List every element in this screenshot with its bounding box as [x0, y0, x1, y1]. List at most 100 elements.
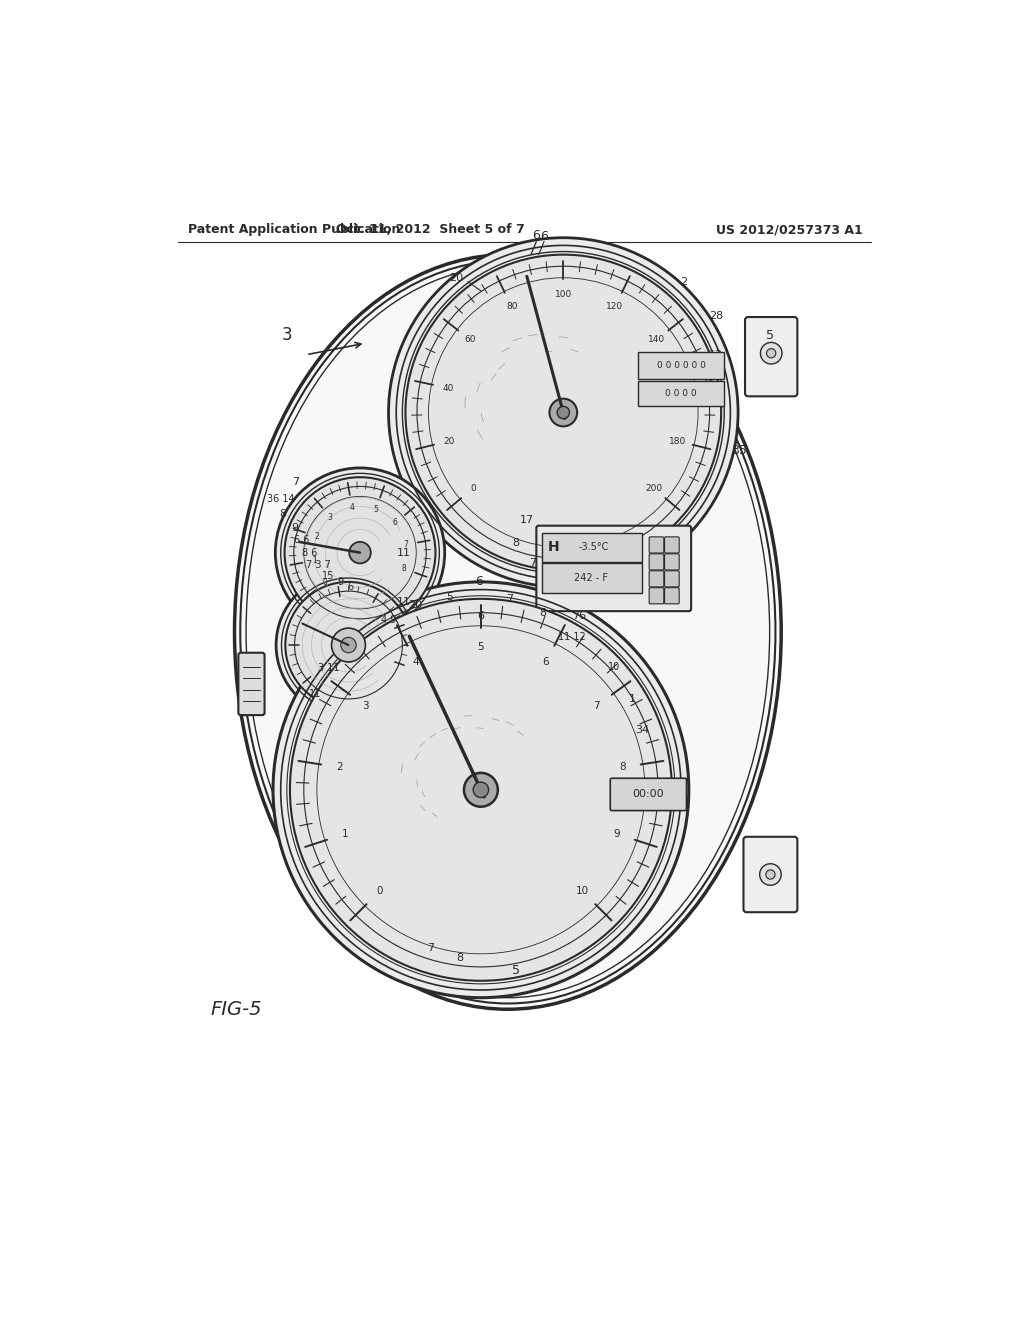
Text: 200: 200	[645, 483, 663, 492]
Text: H: H	[548, 540, 560, 554]
FancyBboxPatch shape	[537, 525, 691, 611]
Text: 36 14: 36 14	[267, 494, 295, 504]
Text: 7: 7	[403, 540, 408, 549]
FancyBboxPatch shape	[638, 352, 724, 379]
FancyBboxPatch shape	[649, 570, 664, 587]
Text: 6: 6	[532, 228, 541, 242]
Text: 7 3 7: 7 3 7	[306, 560, 331, 570]
Text: 0 0 0 0: 0 0 0 0	[666, 389, 697, 397]
Text: 8: 8	[401, 564, 406, 573]
Circle shape	[349, 543, 371, 564]
Text: Oct. 11, 2012  Sheet 5 of 7: Oct. 11, 2012 Sheet 5 of 7	[337, 223, 525, 236]
FancyBboxPatch shape	[665, 587, 679, 603]
Text: 10: 10	[608, 661, 621, 672]
Text: 80: 80	[506, 302, 517, 312]
Text: 5: 5	[477, 642, 484, 652]
Text: 34: 34	[636, 725, 649, 735]
Text: 100: 100	[555, 290, 572, 300]
Text: 15: 15	[322, 570, 334, 581]
Circle shape	[286, 582, 412, 708]
Text: 0 0 0 0 0 0: 0 0 0 0 0 0	[656, 362, 706, 370]
Text: 40: 40	[442, 384, 454, 392]
Circle shape	[760, 863, 781, 886]
Text: 20: 20	[409, 601, 423, 610]
Text: 0: 0	[323, 578, 327, 587]
Circle shape	[473, 781, 488, 797]
Circle shape	[761, 342, 782, 364]
Text: 35: 35	[731, 445, 746, 458]
Text: 6: 6	[475, 576, 483, 589]
Circle shape	[557, 407, 569, 418]
Text: 5: 5	[374, 504, 378, 513]
Text: 7: 7	[529, 557, 536, 568]
Text: 7: 7	[506, 594, 513, 603]
Text: 120: 120	[606, 302, 624, 312]
Text: 11: 11	[309, 689, 322, 698]
Text: 0: 0	[377, 886, 383, 896]
Text: 6: 6	[477, 611, 484, 620]
Text: 6: 6	[543, 657, 549, 667]
Text: 8: 8	[457, 953, 464, 962]
Text: 76: 76	[572, 611, 587, 620]
Text: 1: 1	[312, 556, 316, 565]
Text: 0: 0	[470, 483, 476, 492]
Text: 160: 160	[670, 384, 687, 392]
Text: 3: 3	[361, 701, 369, 710]
Text: 8: 8	[512, 539, 519, 548]
Text: 8: 8	[540, 607, 547, 618]
Text: 4 9: 4 9	[381, 615, 396, 626]
Text: -3.5°C: -3.5°C	[579, 543, 609, 552]
Text: 2: 2	[314, 532, 319, 541]
Text: 8: 8	[280, 510, 287, 519]
Text: 7: 7	[293, 477, 300, 487]
Circle shape	[766, 870, 775, 879]
Circle shape	[276, 573, 421, 718]
FancyBboxPatch shape	[542, 564, 642, 593]
Text: 3: 3	[282, 326, 292, 345]
Circle shape	[275, 469, 444, 638]
Text: 20: 20	[450, 273, 463, 282]
Circle shape	[406, 255, 721, 570]
Circle shape	[290, 599, 672, 981]
Text: 5: 5	[446, 593, 454, 602]
Text: 8 6: 8 6	[301, 548, 316, 557]
Text: FIG-5: FIG-5	[210, 999, 262, 1019]
Text: 180: 180	[669, 437, 686, 446]
FancyBboxPatch shape	[665, 537, 679, 553]
Text: 17: 17	[520, 515, 535, 525]
Text: 5: 5	[766, 329, 774, 342]
Text: 5: 5	[512, 964, 519, 977]
Text: 20: 20	[443, 437, 455, 446]
Text: 60: 60	[465, 335, 476, 345]
Text: 7: 7	[427, 944, 434, 953]
Text: 140: 140	[647, 335, 665, 345]
Text: 9: 9	[291, 523, 298, 533]
FancyBboxPatch shape	[638, 381, 724, 405]
Text: 7: 7	[594, 701, 600, 710]
FancyBboxPatch shape	[542, 533, 642, 562]
Circle shape	[332, 628, 366, 663]
Text: 11: 11	[397, 548, 411, 557]
FancyBboxPatch shape	[610, 779, 686, 810]
Text: Patent Application Publication: Patent Application Publication	[188, 223, 400, 236]
Text: 9: 9	[685, 392, 692, 403]
FancyBboxPatch shape	[649, 587, 664, 603]
Text: 4: 4	[413, 657, 419, 667]
Text: 242 - F: 242 - F	[574, 573, 608, 583]
Circle shape	[464, 774, 498, 807]
Text: 2: 2	[336, 763, 343, 772]
Text: 4: 4	[349, 503, 354, 512]
Text: 6: 6	[393, 519, 398, 528]
Circle shape	[341, 638, 356, 653]
Text: 8: 8	[620, 763, 626, 772]
Text: 28: 28	[709, 312, 723, 321]
Text: 6 6: 6 6	[294, 536, 309, 545]
Text: 11: 11	[397, 597, 411, 607]
FancyBboxPatch shape	[649, 537, 664, 553]
Circle shape	[550, 399, 578, 426]
Text: 13: 13	[709, 350, 723, 360]
Text: 9: 9	[337, 577, 343, 587]
Text: 2: 2	[680, 277, 687, 286]
Circle shape	[388, 238, 738, 587]
Text: 3 11: 3 11	[318, 663, 340, 673]
